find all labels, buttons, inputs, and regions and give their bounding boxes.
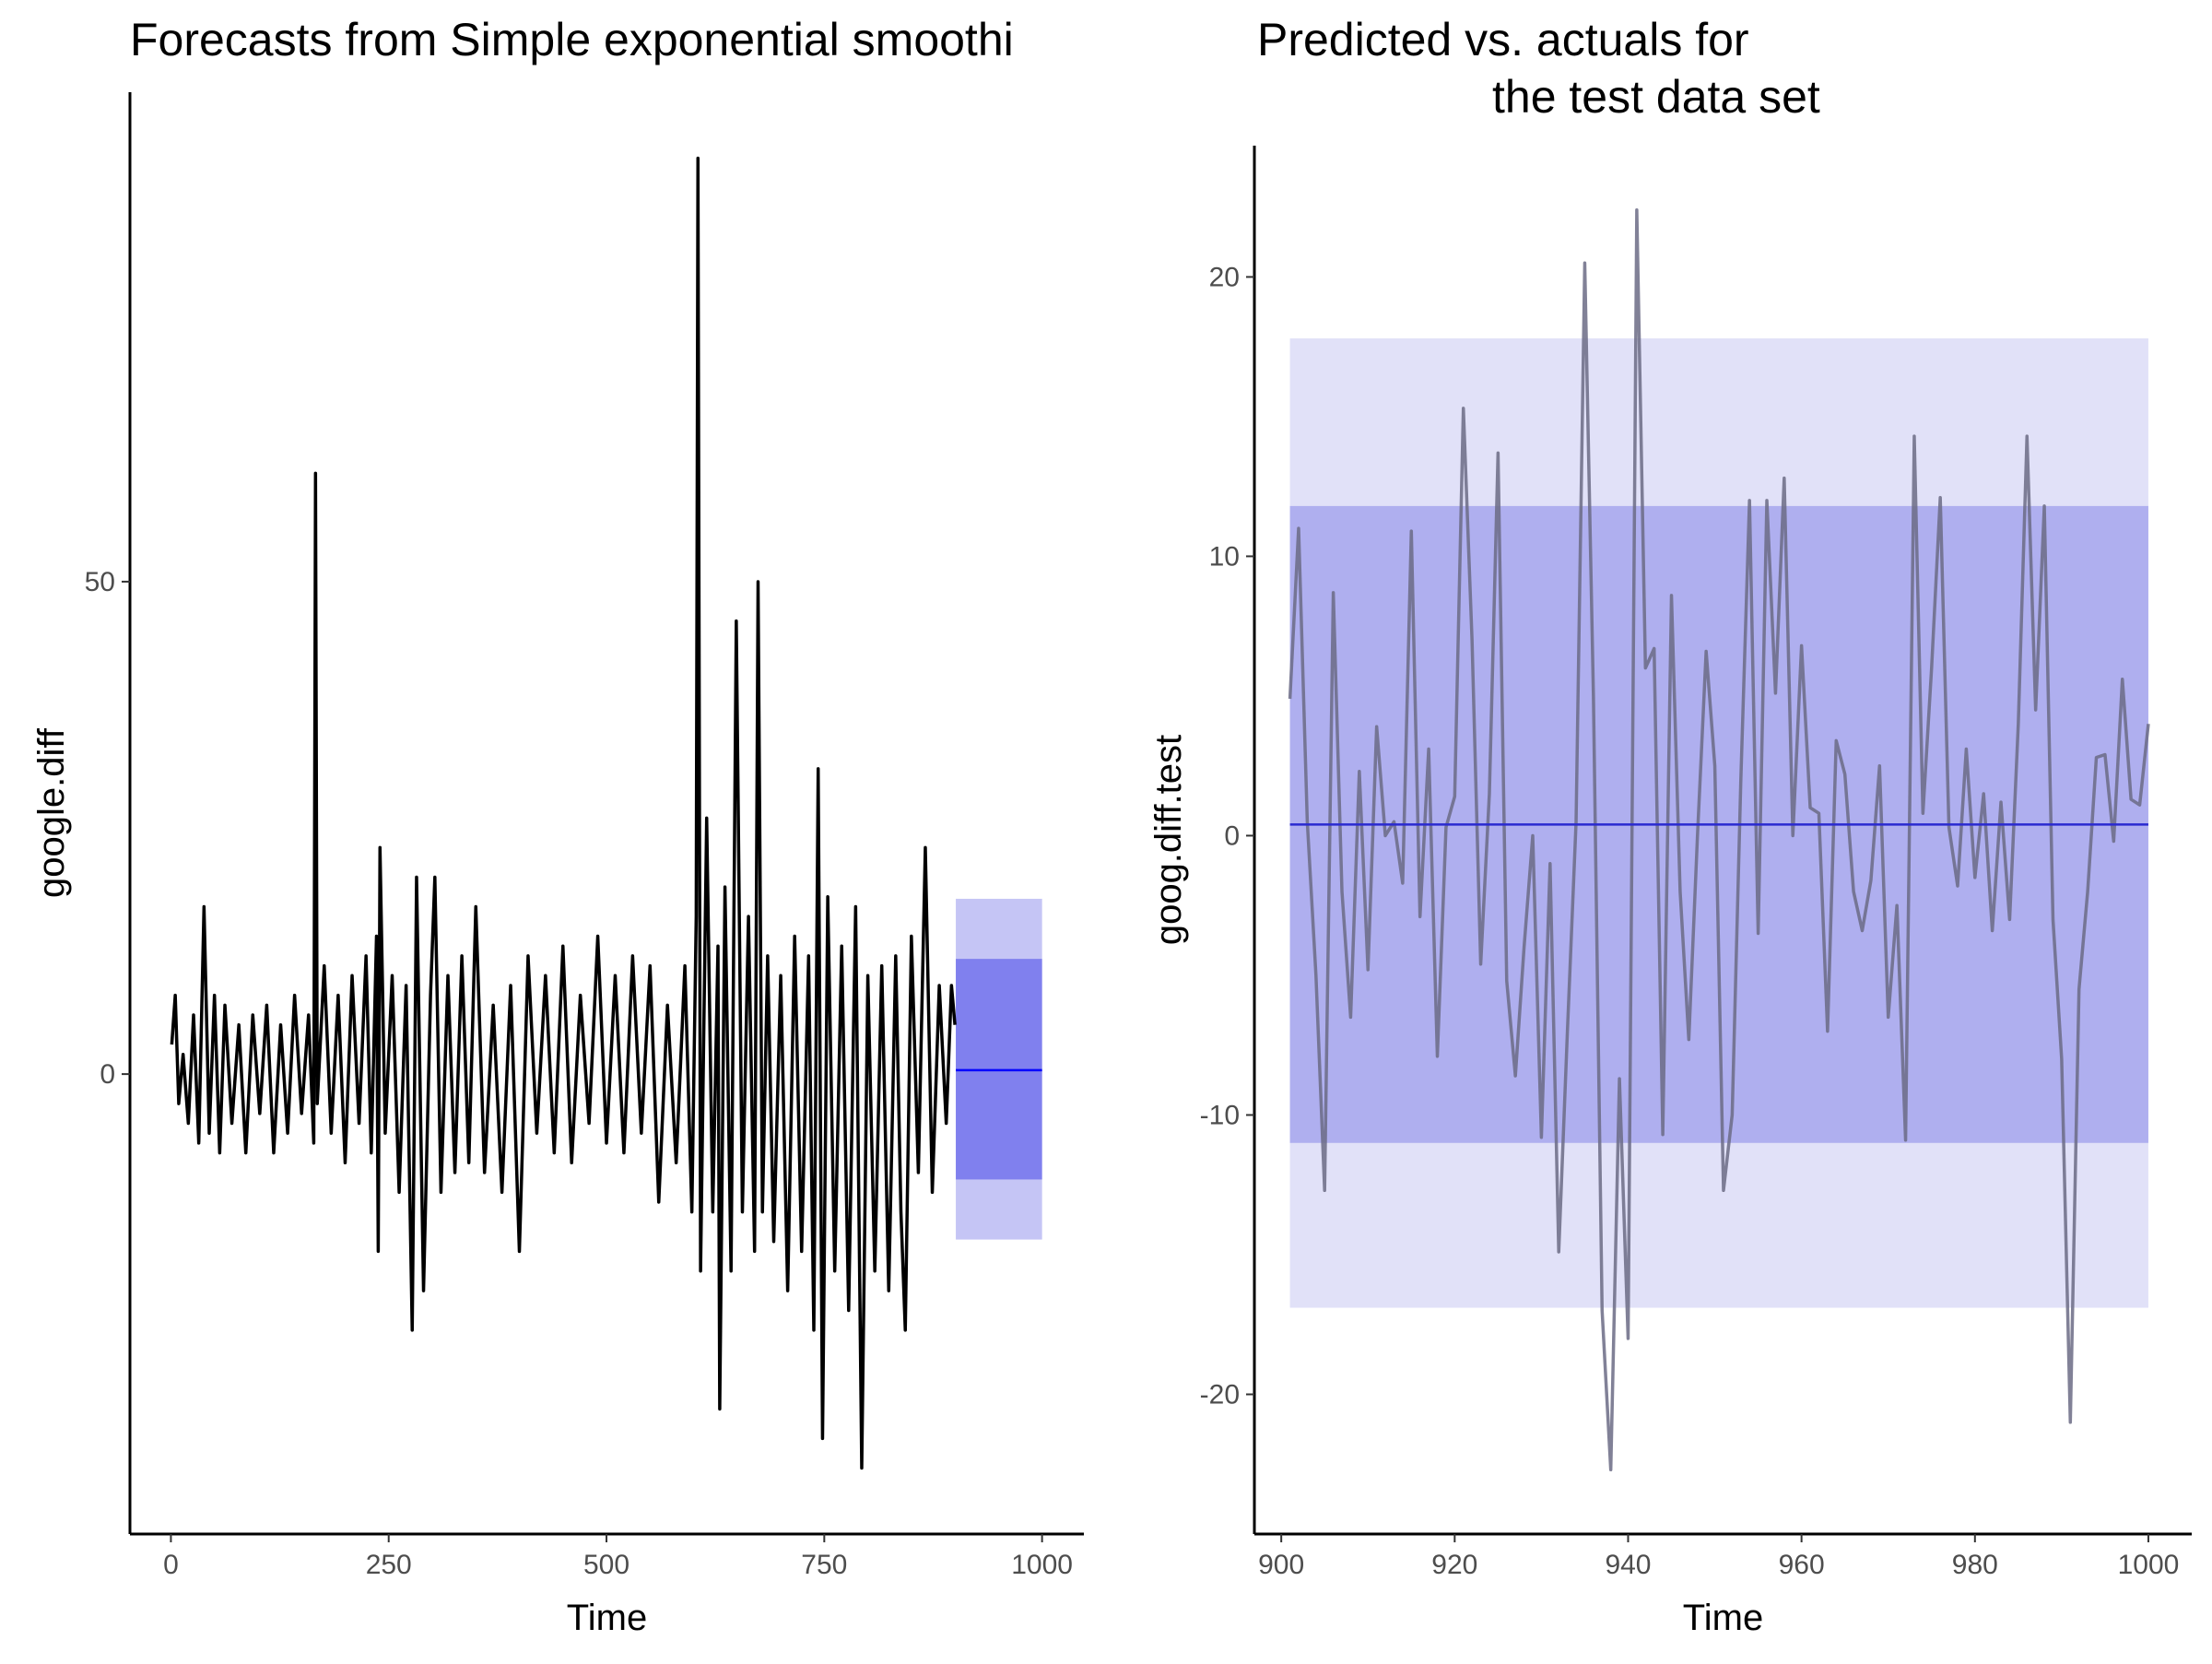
series-line	[170, 156, 957, 1470]
title-line: Predicted vs. actuals for	[1257, 14, 1749, 65]
x-tick-label: 750	[801, 1550, 847, 1580]
x-tick-label: 250	[366, 1550, 412, 1580]
x-tick-label: 1000	[1011, 1550, 1073, 1580]
x-tick-label: 900	[1258, 1550, 1304, 1580]
y-tick-label: -10	[1200, 1100, 1240, 1130]
x-axis-title: Time	[567, 1598, 647, 1638]
x-tick-label: 500	[583, 1550, 629, 1580]
x-tick-label: 920	[1431, 1550, 1477, 1580]
series-line	[1288, 207, 2150, 1472]
x-tick-label: 980	[1952, 1550, 1998, 1580]
y-tick-label: 10	[1209, 541, 1240, 572]
y-tick-label: 20	[1209, 262, 1240, 292]
x-tick-label: 1000	[2118, 1550, 2180, 1580]
y-tick-label: 0	[1224, 820, 1240, 851]
y-axis-title: goog.diff.test	[1148, 735, 1189, 945]
x-tick-label: 940	[1605, 1550, 1651, 1580]
chart-title: Predicted vs. actuals for the test data s…	[1257, 14, 1820, 123]
y-tick-label: -20	[1200, 1379, 1240, 1410]
y-tick-label: 50	[85, 567, 115, 597]
y-tick-label: 0	[100, 1059, 115, 1090]
x-axis-title: Time	[1683, 1598, 1763, 1638]
x-tick-label: 0	[163, 1550, 179, 1580]
x-tick-label: 960	[1779, 1550, 1825, 1580]
y-axis-title: google.diff	[31, 727, 72, 898]
chart-title: Forecasts from Simple exponential smooth…	[130, 14, 1014, 65]
title-line: the test data set	[1492, 71, 1820, 123]
